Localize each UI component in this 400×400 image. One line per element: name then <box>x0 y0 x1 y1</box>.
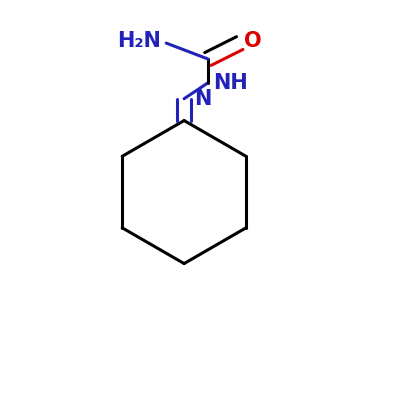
Text: O: O <box>244 31 262 51</box>
Text: NH: NH <box>213 73 248 93</box>
Text: N: N <box>194 89 212 109</box>
Text: H₂N: H₂N <box>118 31 162 51</box>
